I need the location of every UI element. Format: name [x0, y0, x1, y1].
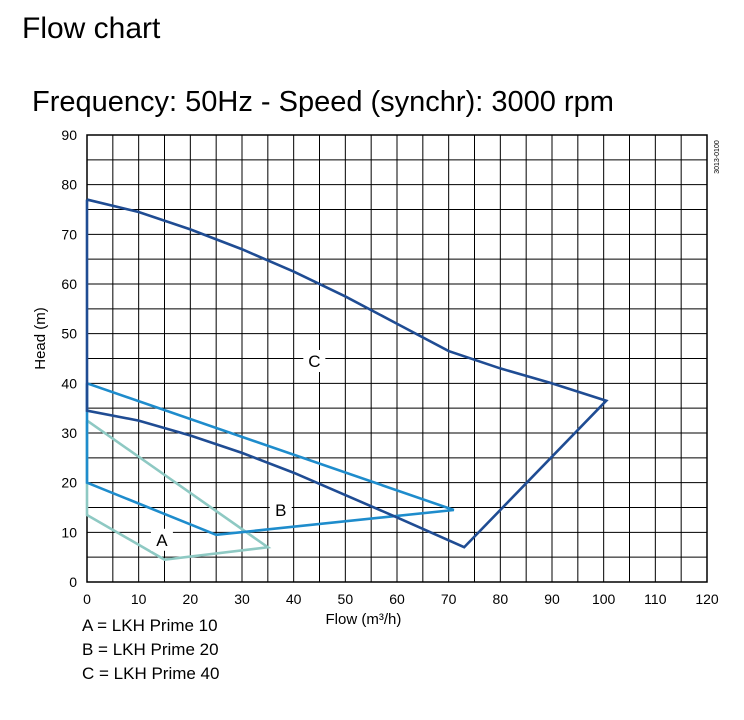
x-tick-label: 0 [83, 591, 91, 607]
series-label-c: C [308, 352, 320, 371]
x-tick-label: 110 [644, 591, 667, 607]
chart-title: Frequency: 50Hz - Speed (synchr): 3000 r… [32, 86, 614, 118]
x-tick-label: 120 [695, 591, 719, 607]
page-heading: Flow chart [22, 12, 161, 45]
legend-entry-c: C = LKH Prime 40 [82, 664, 220, 683]
x-tick-label: 80 [493, 591, 509, 607]
series-label-bg [269, 498, 292, 521]
x-tick-label: 40 [286, 591, 302, 607]
x-tick-label: 20 [183, 591, 199, 607]
y-axis-label: Head (m) [32, 307, 49, 370]
series-label-bg [303, 349, 326, 372]
y-tick-label: 90 [61, 127, 77, 143]
series-label-bg [150, 528, 173, 551]
chart-code: 3013-0100 [714, 140, 721, 174]
series-outline-a [85, 419, 272, 561]
y-tick-label: 60 [61, 276, 77, 292]
series-label-a: A [156, 531, 168, 550]
x-tick-label: 90 [544, 591, 560, 607]
x-tick-label: 30 [234, 591, 250, 607]
series-outline-b [85, 382, 455, 537]
x-axis-label: Flow (m³/h) [326, 611, 402, 628]
legend-entry-a: A = LKH Prime 10 [82, 616, 218, 635]
chart-labels: 0 10 20 30 40 50 60 70 80 90 100 110 120 0 10 20 30 40 50 6… [32, 127, 721, 628]
y-tick-label: 70 [61, 226, 77, 242]
y-tick-label: 40 [61, 375, 77, 391]
y-tick-label: 10 [61, 524, 77, 540]
x-tick-label: 60 [389, 591, 405, 607]
chart-series [85, 198, 609, 561]
y-tick-label: 30 [61, 425, 77, 441]
x-tick-label: 50 [338, 591, 354, 607]
series-label-b: B [275, 501, 286, 520]
chart-grid [86, 134, 708, 583]
y-tick-label: 80 [61, 177, 77, 193]
x-tick-label: 100 [592, 591, 616, 607]
series-outline-c [85, 198, 609, 549]
y-tick-label: 20 [61, 475, 77, 491]
y-tick-label: 0 [69, 574, 77, 590]
y-tick-label: 50 [61, 326, 77, 342]
legend-entry-b: B = LKH Prime 20 [82, 640, 219, 659]
x-tick-label: 70 [441, 591, 457, 607]
chart-legend: A = LKH Prime 10 B = LKH Prime 20 C = LK… [82, 614, 219, 686]
x-tick-label: 10 [131, 591, 147, 607]
